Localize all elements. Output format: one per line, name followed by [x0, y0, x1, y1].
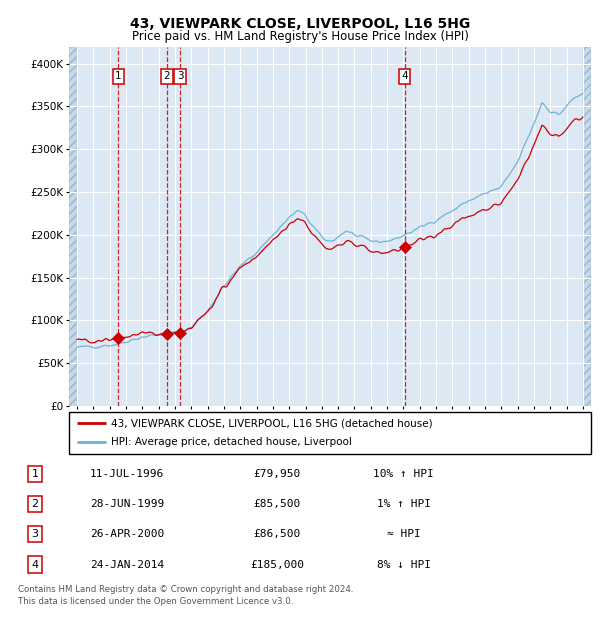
Text: 4: 4	[31, 560, 38, 570]
Text: 43, VIEWPARK CLOSE, LIVERPOOL, L16 5HG (detached house): 43, VIEWPARK CLOSE, LIVERPOOL, L16 5HG (…	[111, 418, 433, 428]
Bar	[583, 46, 591, 406]
Text: 28-JUN-1999: 28-JUN-1999	[90, 499, 164, 509]
Text: HPI: Average price, detached house, Liverpool: HPI: Average price, detached house, Live…	[111, 438, 352, 448]
Text: This data is licensed under the Open Government Licence v3.0.: This data is licensed under the Open Gov…	[18, 597, 293, 606]
Text: 1% ↑ HPI: 1% ↑ HPI	[377, 499, 431, 509]
Text: 43, VIEWPARK CLOSE, LIVERPOOL, L16 5HG: 43, VIEWPARK CLOSE, LIVERPOOL, L16 5HG	[130, 17, 470, 32]
Text: Contains HM Land Registry data © Crown copyright and database right 2024.: Contains HM Land Registry data © Crown c…	[18, 585, 353, 594]
Text: ≈ HPI: ≈ HPI	[387, 529, 421, 539]
Text: 2: 2	[163, 71, 170, 81]
Bar	[583, 46, 591, 406]
Text: 24-JAN-2014: 24-JAN-2014	[90, 560, 164, 570]
Bar	[69, 46, 77, 406]
Bar	[69, 46, 77, 406]
Text: 2: 2	[31, 499, 38, 509]
Text: Price paid vs. HM Land Registry's House Price Index (HPI): Price paid vs. HM Land Registry's House …	[131, 30, 469, 43]
Text: £79,950: £79,950	[253, 469, 301, 479]
Text: 1: 1	[115, 71, 122, 81]
Text: 8% ↓ HPI: 8% ↓ HPI	[377, 560, 431, 570]
Text: £86,500: £86,500	[253, 529, 301, 539]
Text: 26-APR-2000: 26-APR-2000	[90, 529, 164, 539]
Text: £185,000: £185,000	[250, 560, 304, 570]
Text: 1: 1	[32, 469, 38, 479]
Text: 3: 3	[177, 71, 184, 81]
Text: 3: 3	[32, 529, 38, 539]
Text: 11-JUL-1996: 11-JUL-1996	[90, 469, 164, 479]
Text: 10% ↑ HPI: 10% ↑ HPI	[373, 469, 434, 479]
Text: £85,500: £85,500	[253, 499, 301, 509]
Text: 4: 4	[401, 71, 408, 81]
